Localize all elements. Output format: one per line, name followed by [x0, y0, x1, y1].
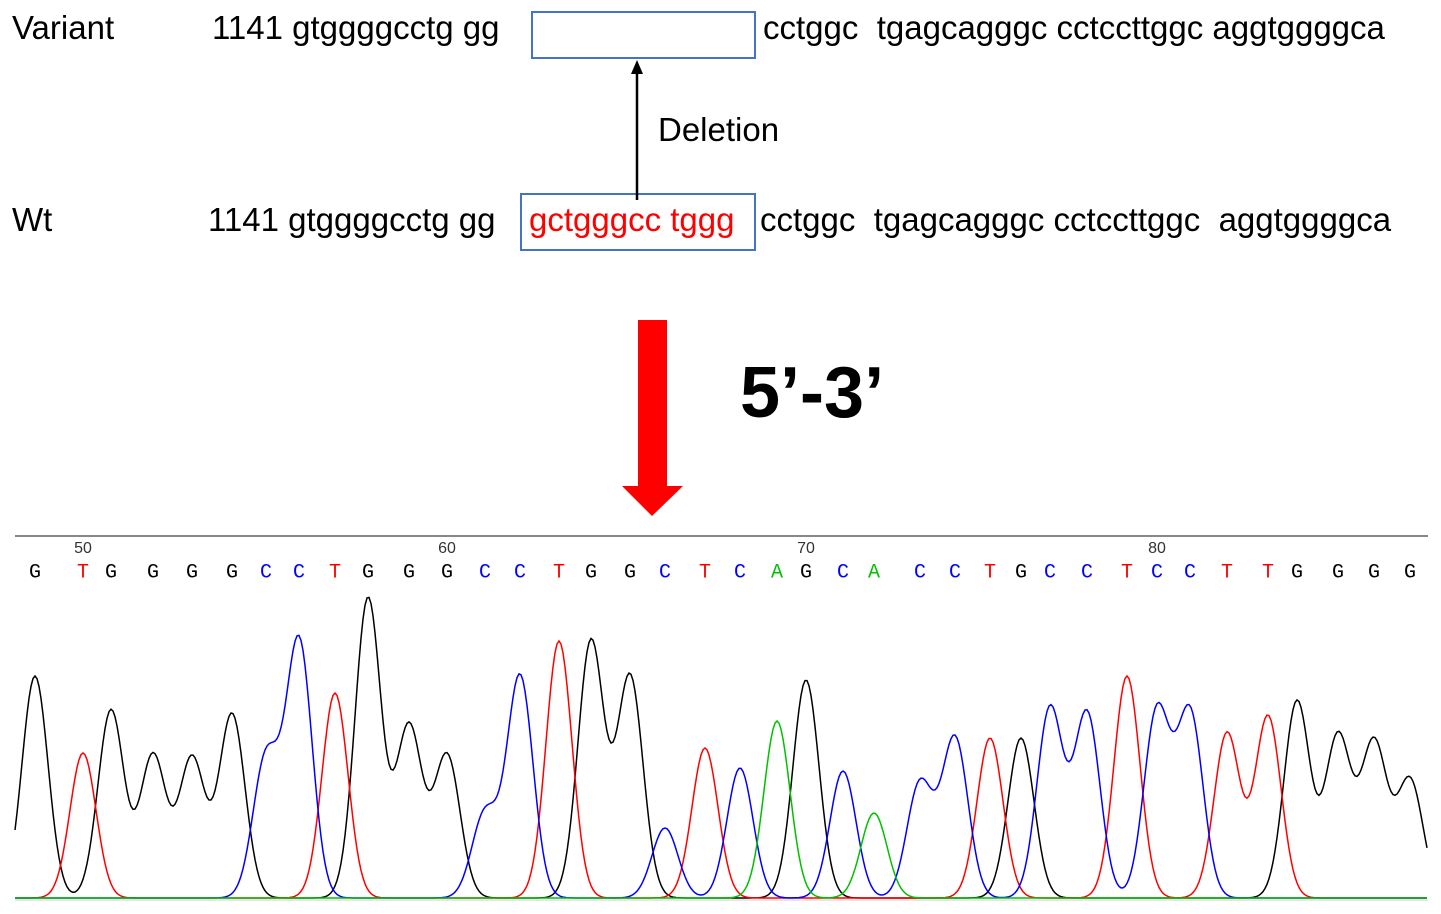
- base-call: G: [800, 561, 812, 584]
- base-call: G: [624, 561, 636, 584]
- ruler-label: 80: [1148, 540, 1166, 557]
- base-call: G: [147, 561, 159, 584]
- base-call: G: [585, 561, 597, 584]
- deletion-label: Deletion: [658, 111, 780, 148]
- base-call: G: [105, 561, 117, 584]
- deletion-gap-box: [531, 11, 756, 59]
- trace: [15, 719, 1427, 899]
- base-call: C: [514, 561, 526, 584]
- base-call: C: [837, 561, 849, 584]
- base-call: T: [1262, 561, 1274, 584]
- base-call: T: [1221, 561, 1233, 584]
- wt-suffix: cctggc tgagcagggc cctccttggc aggtggggca: [760, 201, 1392, 238]
- base-call: G: [186, 561, 198, 584]
- trace: [15, 634, 1427, 899]
- variant-label: Variant: [12, 9, 115, 46]
- base-call: C: [734, 561, 746, 584]
- base-call: C: [1081, 561, 1093, 584]
- wt-prefix: 1141 gtggggcctg gg: [208, 201, 496, 238]
- base-call: T: [77, 561, 89, 584]
- base-call: G: [226, 561, 238, 584]
- base-call: G: [1404, 561, 1416, 584]
- base-call: T: [1121, 561, 1133, 584]
- base-call: T: [984, 561, 996, 584]
- direction-arrow-head: [622, 486, 683, 516]
- base-call: C: [1044, 561, 1056, 584]
- wt-label: Wt: [12, 201, 53, 238]
- base-call: C: [659, 561, 671, 584]
- direction-arrow: [638, 320, 667, 487]
- base-call: C: [293, 561, 305, 584]
- base-call: G: [1291, 561, 1303, 584]
- ruler-label: 70: [797, 540, 815, 557]
- variant-suffix: cctggc tgagcagggc cctccttggc aggtggggca: [763, 9, 1385, 46]
- base-call: C: [260, 561, 272, 584]
- base-call: G: [362, 561, 374, 584]
- base-call: G: [1368, 561, 1380, 584]
- base-call: G: [1332, 561, 1344, 584]
- trace: [15, 639, 1427, 899]
- base-call: C: [479, 561, 491, 584]
- base-call: G: [1015, 561, 1027, 584]
- base-call: G: [441, 561, 453, 584]
- base-call: C: [1184, 561, 1196, 584]
- variant-prefix: 1141 gtggggcctg gg: [212, 9, 500, 46]
- deletion-arrow-head: [631, 60, 643, 74]
- ruler-label: 50: [74, 540, 92, 557]
- wt-deleted: gctgggcc tggg: [529, 201, 735, 238]
- base-call: A: [771, 561, 783, 584]
- base-call: G: [403, 561, 415, 584]
- base-call: C: [1151, 561, 1163, 584]
- ruler-label: 60: [438, 540, 456, 557]
- base-call: C: [949, 561, 961, 584]
- direction-label: 5’-3’: [740, 353, 884, 433]
- base-call: T: [699, 561, 711, 584]
- base-call: T: [329, 561, 341, 584]
- base-call: G: [29, 561, 41, 584]
- base-call: T: [553, 561, 565, 584]
- chromatogram: 50 60 70 80G T G G G G C C T G G G C C T G G C T C A G C A C C T G C C T C…: [14, 540, 1428, 899]
- base-call: A: [868, 561, 880, 584]
- base-call: C: [914, 561, 926, 584]
